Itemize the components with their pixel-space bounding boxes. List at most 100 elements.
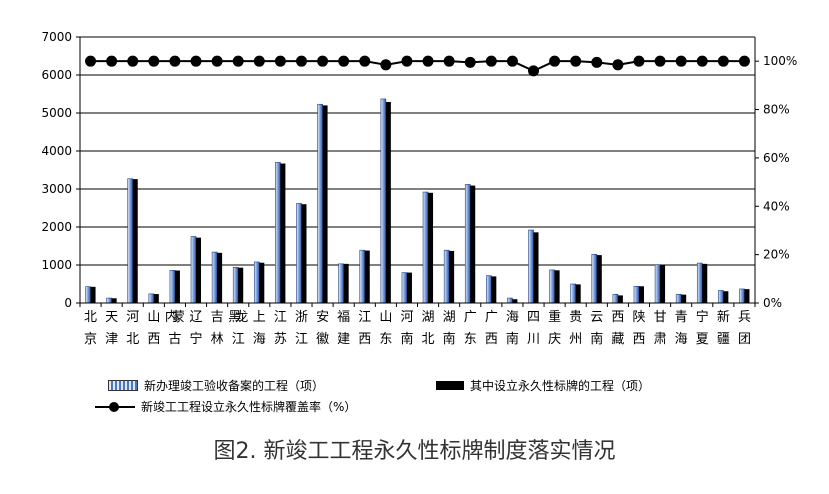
bar-series2 bbox=[617, 295, 623, 303]
x-category-label: 东 bbox=[379, 332, 392, 347]
coverage-point bbox=[738, 55, 750, 67]
x-category-label: 新 bbox=[717, 309, 730, 325]
coverage-line bbox=[85, 55, 750, 77]
bar-series1 bbox=[338, 263, 344, 304]
legend-swatch-series2 bbox=[436, 381, 464, 390]
y-right-ticks: 0% 20% 40% 60% 80% 100% bbox=[763, 54, 797, 310]
bar-series2 bbox=[90, 286, 96, 303]
coverage-point bbox=[295, 55, 307, 67]
x-category-label: 北 bbox=[126, 332, 139, 347]
x-category-label: 州 bbox=[569, 332, 582, 347]
x-category-label: 南 bbox=[590, 331, 603, 347]
bar-series2 bbox=[533, 232, 539, 303]
bar-series1 bbox=[570, 283, 577, 304]
y-right-tick-label: 20% bbox=[763, 248, 790, 262]
x-category-label: 山 bbox=[147, 310, 160, 325]
bar-series1 bbox=[549, 269, 555, 304]
bar-series2 bbox=[132, 179, 138, 303]
coverage-point bbox=[274, 55, 286, 67]
coverage-point bbox=[654, 55, 666, 67]
x-category-label: 徽 bbox=[316, 332, 329, 347]
bar-series1 bbox=[696, 262, 703, 304]
chart: 0 1000 2000 3000 4000 5000 6000 7000 0% 20% 40% 60… bbox=[41, 30, 797, 347]
x-category-label: 夏 bbox=[696, 332, 709, 347]
x-category-label: 疆 bbox=[717, 332, 730, 347]
bar-series1 bbox=[507, 297, 513, 304]
coverage-point bbox=[253, 55, 265, 67]
bar-series2 bbox=[723, 291, 729, 303]
coverage-point bbox=[359, 55, 371, 67]
x-category-label: 上 bbox=[253, 310, 266, 325]
bar-series2 bbox=[660, 265, 666, 303]
x-category-label: 河 bbox=[400, 310, 413, 325]
x-category-label: 浙 bbox=[295, 310, 308, 325]
legend-item-series2: 其中设立永久性标牌的工程（项） bbox=[436, 377, 650, 394]
x-category-label: 川 bbox=[527, 332, 540, 347]
x-category-label: 西 bbox=[632, 332, 645, 347]
x-category-label: 北 bbox=[422, 332, 435, 347]
x-category-label: 南 bbox=[506, 331, 519, 347]
x-category-label: 青 bbox=[675, 310, 688, 325]
x-category-label: 江 bbox=[232, 332, 245, 347]
y-left-tick-label: 2000 bbox=[41, 220, 72, 234]
bars bbox=[85, 98, 750, 304]
x-category-label: 广 bbox=[464, 310, 477, 325]
bar-series2 bbox=[491, 276, 497, 303]
x-category-label: 苏 bbox=[274, 331, 287, 347]
y-left-tick-label: 6000 bbox=[41, 68, 72, 82]
x-category-label: 宁 bbox=[696, 309, 709, 325]
gridlines bbox=[80, 36, 755, 266]
bar-series2 bbox=[174, 270, 180, 303]
bar-series2 bbox=[406, 272, 412, 303]
y-right-tick-label: 100% bbox=[763, 54, 797, 68]
x-category-label: 古 bbox=[168, 332, 181, 347]
coverage-point bbox=[148, 55, 160, 67]
y-left-tick-label: 0 bbox=[64, 296, 72, 310]
coverage-point bbox=[717, 55, 729, 67]
coverage-point bbox=[190, 55, 202, 67]
bar-series2 bbox=[470, 185, 476, 303]
x-category-label: 京 bbox=[84, 332, 97, 347]
y-right-tick-label: 0% bbox=[763, 296, 782, 310]
bar-series1 bbox=[633, 285, 640, 304]
y-left-tick-label: 7000 bbox=[41, 30, 72, 44]
bar-series1 bbox=[422, 191, 429, 304]
bar-series1 bbox=[718, 290, 724, 304]
legend-swatch-series1 bbox=[108, 380, 138, 391]
coverage-point bbox=[485, 55, 497, 67]
x-category-labels: 北京天津河北山西内蒙古辽宁吉林黑龙江上海江苏浙江安徽福建江西山东河南湖北湖南广东… bbox=[84, 309, 751, 347]
bar-series1 bbox=[296, 203, 302, 304]
bar-series2 bbox=[596, 255, 602, 303]
x-category-label: 西 bbox=[358, 332, 371, 347]
x-category-label: 宁 bbox=[190, 331, 203, 347]
coverage-point bbox=[506, 55, 518, 67]
x-category-label: 内蒙 bbox=[165, 309, 185, 325]
y-left-tick-label: 4000 bbox=[41, 144, 72, 158]
x-category-label: 山 bbox=[379, 310, 392, 325]
legend-label-series2: 其中设立永久性标牌的工程（项） bbox=[470, 379, 651, 393]
bar-series2 bbox=[301, 204, 307, 303]
bar-series2 bbox=[385, 101, 391, 303]
bar-series1 bbox=[275, 162, 281, 304]
bar-series1 bbox=[232, 266, 239, 304]
bar-series2 bbox=[744, 289, 750, 303]
x-category-label: 藏 bbox=[611, 332, 624, 347]
x-category-label: 湖 bbox=[443, 310, 456, 325]
coverage-point bbox=[169, 55, 181, 67]
x-category-label: 林 bbox=[211, 332, 224, 347]
legend-swatch-series3 bbox=[95, 401, 135, 412]
coverage-point bbox=[422, 55, 434, 67]
legend-label-series1: 新办理竣工验收备案的工程（项） bbox=[144, 379, 325, 393]
bar-series1 bbox=[443, 249, 450, 304]
y-right-tick-label: 60% bbox=[763, 151, 790, 165]
bar-series2 bbox=[280, 163, 286, 303]
x-category-label: 湖 bbox=[422, 310, 435, 325]
legend-label-series3: 新竣工工程设立永久性标牌覆盖率（%） bbox=[141, 400, 357, 414]
x-category-label: 河 bbox=[126, 310, 139, 325]
x-category-label: 四 bbox=[527, 310, 540, 325]
bar-series2 bbox=[364, 250, 370, 303]
y-right-tick-label: 40% bbox=[763, 199, 790, 213]
x-category-label: 福 bbox=[337, 310, 350, 325]
bar-series1 bbox=[675, 293, 682, 304]
coverage-point bbox=[443, 55, 455, 67]
